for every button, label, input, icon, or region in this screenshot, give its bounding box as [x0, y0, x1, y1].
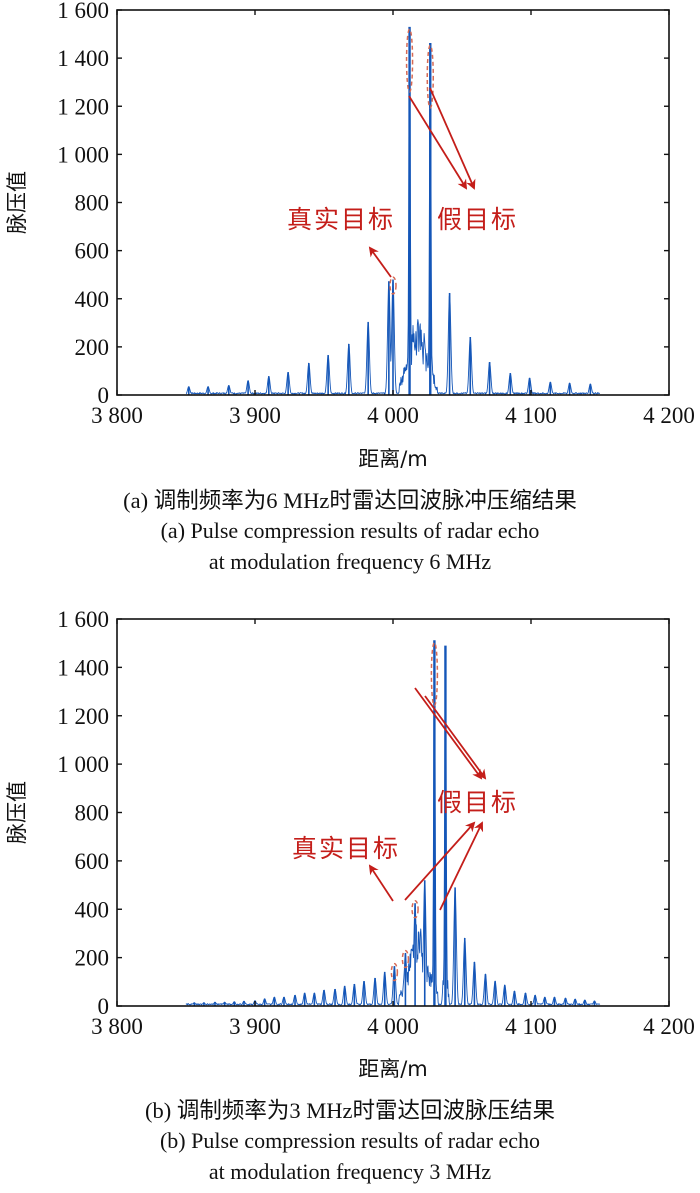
x-tick-label: 4 100: [505, 403, 557, 428]
y-tick-label: 1 400: [57, 655, 109, 680]
annotation-arrow: [439, 821, 484, 911]
y-tick-label: 400: [75, 287, 110, 312]
annotation-label: 假目标: [437, 788, 518, 817]
annotation-arrow: [408, 95, 468, 190]
y-tick-label: 1 000: [57, 752, 109, 777]
y-tick-label: 1 000: [57, 142, 109, 167]
caption-b-en-line2: at modulation frequency 3 MHz: [208, 1159, 492, 1184]
annotation-arrow: [429, 87, 476, 190]
x-tick-label: 4 100: [505, 1014, 557, 1039]
y-tick-label: 800: [75, 191, 110, 216]
signal-trace: [185, 645, 601, 1006]
annotation-label: 假目标: [437, 205, 518, 234]
target-ellipse: [401, 949, 410, 969]
y-tick-label: 1 600: [57, 0, 109, 23]
y-tick-label: 1 200: [57, 704, 109, 729]
caption-b-en-line1: (b) Pulse compression results of radar e…: [159, 1128, 540, 1153]
annotation-label: 真实目标: [287, 205, 395, 234]
y-tick-label: 600: [75, 239, 110, 264]
target-ellipse: [390, 962, 399, 982]
target-ellipse: [411, 900, 419, 919]
x-axis-label: 距离/m: [358, 1057, 428, 1081]
y-tick-label: 200: [75, 335, 110, 360]
target-ellipse: [405, 28, 414, 93]
x-tick-label: 4 000: [367, 1014, 419, 1039]
target-ellipse: [389, 276, 397, 295]
chart-panel-a: 3 800 3 900 4 000 4 100 4 200 0 200 400 600 800 1 …: [5, 0, 695, 471]
y-tick-label: 0: [98, 994, 110, 1019]
y-tick-label: 800: [75, 801, 110, 826]
caption-a-zh: (a) 调制频率为6 MHz时雷达回波脉冲压缩结果: [123, 488, 577, 513]
y-tick-label: 0: [98, 383, 110, 408]
caption-a-en-line1: (a) Pulse compression results of radar e…: [160, 518, 540, 543]
annotation-arrow: [368, 864, 394, 902]
plot-frame: [116, 618, 670, 1007]
x-tick-label: 3 900: [229, 403, 281, 428]
annotation-arrow: [404, 821, 476, 901]
x-tick-label: 4 200: [643, 1014, 695, 1039]
y-tick-label: 1 200: [57, 94, 109, 119]
annotation-arrow: [414, 687, 483, 780]
caption-b-zh: (b) 调制频率为3 MHz时雷达回波脉压结果: [145, 1098, 555, 1123]
y-tick-label: 1 600: [57, 607, 109, 632]
x-tick-label: 4 200: [643, 403, 695, 428]
y-tick-label: 400: [75, 897, 110, 922]
annotation-label: 真实目标: [292, 834, 400, 863]
x-tick-label: 3 900: [229, 1014, 281, 1039]
y-axis-label: 脉压值: [5, 171, 29, 234]
annotation-arrow: [368, 246, 392, 278]
y-tick-label: 1 400: [57, 46, 109, 71]
chart-panel-b: 3 800 3 900 4 000 4 100 4 200 0 200 400 600 800 1 …: [5, 607, 695, 1081]
caption-a-en-line2: at modulation frequency 6 MHz: [208, 549, 492, 574]
y-axis-label: 脉压值: [5, 781, 29, 844]
target-ellipse: [430, 641, 439, 707]
x-tick-label: 3 800: [91, 403, 143, 428]
x-tick-label: 4 000: [367, 403, 419, 428]
annotation-arrow: [424, 695, 487, 780]
target-ellipse: [426, 44, 435, 109]
y-tick-label: 200: [75, 946, 110, 971]
y-tick-label: 600: [75, 849, 110, 874]
x-axis-label: 距离/m: [358, 447, 428, 471]
x-tick-label: 3 800: [91, 1014, 143, 1039]
